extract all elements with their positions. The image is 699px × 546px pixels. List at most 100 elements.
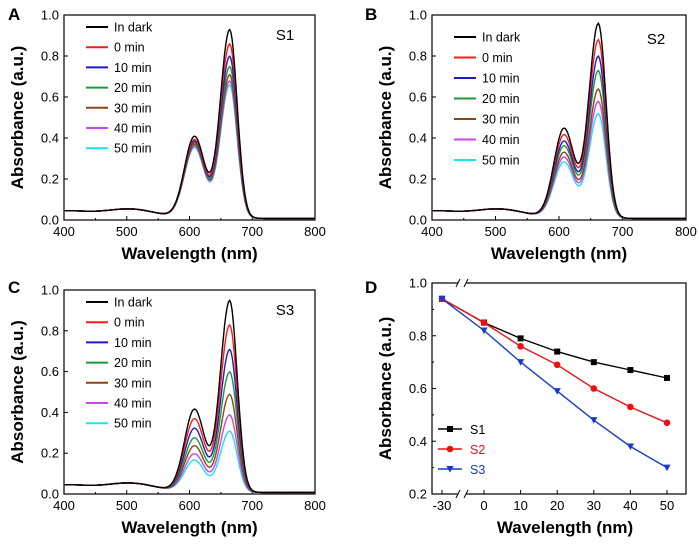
spectrum-line-in-dark: [431, 21, 686, 220]
data-point-s3: [626, 443, 634, 451]
series-line-s2: [441, 298, 668, 424]
legend-entry: 0 min: [482, 51, 513, 65]
y-tick-label: 0.2: [41, 172, 59, 187]
y-axis-label: Absorbance (a.u.): [8, 320, 27, 464]
legend-entry: 30 min: [114, 101, 152, 115]
spectrum-line-0-min: [431, 38, 686, 220]
data-point-s1: [590, 359, 597, 366]
y-tick-label: 0.0: [409, 213, 427, 228]
legend-entry: 20 min: [114, 81, 152, 95]
x-tick-label: 30: [587, 498, 601, 513]
decay-panel-D: D -30 0 10 20 30 40 50 0.2 0.4 0.6 0.8 1.0 Wavelength…: [365, 276, 687, 537]
x-axis-label: Wavelength (nm): [491, 244, 627, 263]
spectrum-line-0-min: [63, 42, 315, 220]
data-point-s3: [590, 417, 598, 424]
y-tick-label: 1.0: [409, 8, 427, 23]
data-point-s2: [590, 385, 598, 392]
x-tick-label: 700: [612, 224, 634, 239]
y-tick-label: 1.0: [41, 283, 59, 298]
spectrum-line-in-dark: [64, 299, 315, 494]
legend-entry: S3: [470, 463, 485, 477]
spectrum-line-20-min: [63, 65, 315, 220]
panel-label: B: [365, 5, 377, 24]
data-point-s2: [627, 403, 634, 411]
y-tick-label: 0.2: [41, 446, 59, 461]
legend-entry: 30 min: [114, 376, 152, 390]
axis-break-gap: [458, 490, 466, 498]
legend-entry: 40 min: [482, 133, 520, 147]
sample-label: S1: [276, 27, 294, 44]
axis-break-mark: [455, 489, 461, 499]
spectrum-panel-A: A 400 500 600 700 800 0.0 0.2 0.4 0.6 0.8 1.0 Wavele…: [8, 5, 326, 263]
x-tick-label: 600: [179, 224, 201, 239]
y-tick-label: 1.0: [41, 8, 59, 23]
legend-marker: [446, 445, 454, 453]
sample-label: S2: [647, 31, 665, 48]
y-tick-label: 0.8: [409, 328, 427, 343]
x-tick-label: 10: [513, 498, 527, 513]
data-point-s2: [663, 419, 671, 427]
axis-break-gap: [458, 279, 466, 287]
legend-marker: [446, 466, 454, 473]
y-tick-label: 0.6: [41, 364, 59, 379]
y-tick-label: 0.4: [409, 434, 427, 449]
x-tick-label: 40: [623, 498, 637, 513]
y-tick-label: 0.2: [409, 172, 427, 187]
x-tick-label: 800: [304, 224, 326, 239]
spectrum-panel-C: C 400 500 600 700 800 0.0 0.2 0.4 0.6 0.8 1.0 Wavele…: [8, 278, 326, 537]
spectrum-line-0-min: [64, 323, 315, 494]
data-point-s2: [553, 361, 561, 369]
y-axis-label: Absorbance (a.u.): [8, 46, 27, 190]
data-point-s3: [517, 359, 525, 366]
y-tick-label: 0.0: [41, 213, 59, 228]
spectrum-line-20-min: [64, 370, 315, 494]
x-tick-label: -30: [433, 498, 452, 513]
x-tick-label: 800: [304, 498, 326, 513]
x-tick-label: 400: [421, 224, 443, 239]
y-tick-label: 0.2: [409, 487, 427, 502]
legend-entry: In dark: [114, 21, 153, 35]
legend-entry: In dark: [114, 296, 153, 310]
spectrum-line-in-dark: [63, 28, 315, 220]
y-tick-label: 0.0: [41, 487, 59, 502]
x-tick-label: 50: [660, 498, 674, 513]
legend-entry: S1: [470, 423, 485, 437]
y-tick-label: 0.6: [409, 381, 427, 396]
x-tick-label: 800: [675, 224, 697, 239]
legend-entry: 50 min: [482, 154, 520, 168]
x-tick-label: 700: [241, 224, 263, 239]
legend-entry: 10 min: [114, 336, 152, 350]
legend-entry: 20 min: [114, 356, 152, 370]
data-point-s1: [664, 374, 670, 381]
data-point-s3: [553, 388, 561, 395]
legend-entry: 20 min: [482, 92, 520, 106]
legend-entry: 30 min: [482, 113, 520, 127]
x-axis-label: Wavelength (nm): [121, 518, 257, 537]
y-tick-label: 0.6: [409, 90, 427, 105]
y-tick-label: 0.4: [409, 131, 427, 146]
axis-break-mark: [455, 278, 461, 288]
x-axis-label: Wavelength (nm): [121, 244, 257, 263]
x-tick-label: 700: [241, 498, 263, 513]
legend-entry: 0 min: [114, 316, 145, 330]
data-point-s1: [517, 335, 524, 342]
legend-entry: In dark: [482, 31, 521, 45]
y-tick-label: 0.8: [409, 49, 427, 64]
legend-entry: S2: [470, 443, 485, 457]
panel-label: D: [365, 278, 377, 297]
y-tick-label: 0.8: [41, 49, 59, 64]
legend-marker: [447, 426, 453, 432]
x-tick-label: 500: [485, 224, 507, 239]
data-point-s2: [480, 319, 488, 326]
legend-entry: 50 min: [114, 417, 152, 431]
panel-label: A: [8, 5, 20, 24]
y-tick-label: 0.6: [41, 90, 59, 105]
data-point-s3: [663, 464, 671, 472]
y-tick-label: 0.4: [41, 131, 59, 146]
legend-entry: 50 min: [114, 142, 152, 156]
x-tick-label: 500: [116, 224, 138, 239]
data-point-s3: [480, 327, 488, 335]
plot-frame: [63, 14, 316, 221]
x-axis-label: Wavelength (nm): [497, 518, 633, 537]
